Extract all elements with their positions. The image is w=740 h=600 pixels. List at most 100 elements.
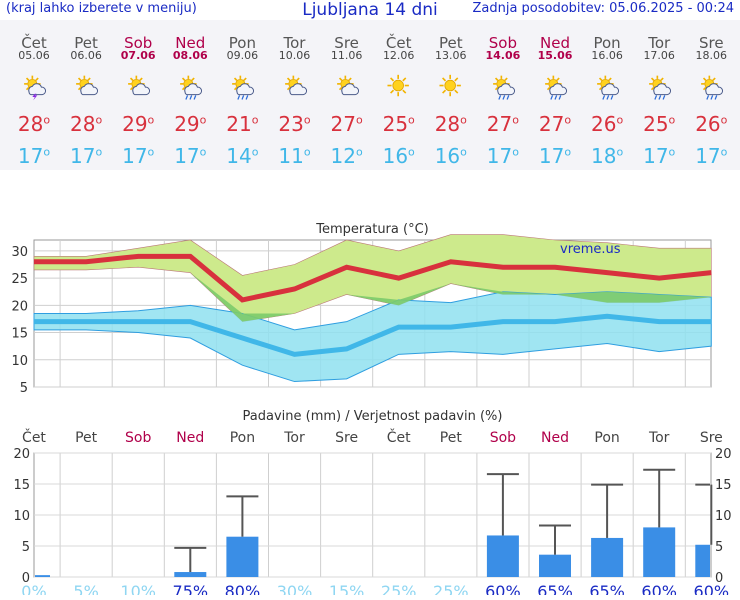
sun-cloud-icon [76,75,99,96]
precipitation-probability: 25% [381,582,417,595]
day-date: 12.06 [382,49,415,62]
max-temperature: 25o [643,112,676,136]
precipitation-probability: 65% [589,582,625,595]
day-name: Tor [648,34,671,52]
temperature-chart-title: Temperatura (°C) [315,222,428,237]
min-temperature: 17o [70,144,103,168]
y-tick-label-right: 5 [715,540,723,555]
day-name: Ned [175,34,206,52]
day-header: Sre [335,430,358,446]
sun-icon [387,74,409,97]
precipitation-probability: 5% [73,582,98,595]
sun-cloud-icon [128,75,151,96]
max-temperature: 28o [70,112,103,136]
day-column: Sre 11.06 27o 12o [321,20,373,170]
max-temperature: 27o [486,112,519,136]
day-column: Sob 07.06 29o 17o [112,20,164,170]
day-date: 18.06 [695,49,728,62]
max-temperature: 25o [382,112,415,136]
min-temperature: 17o [695,144,728,168]
day-column: Pet 06.06 28o 17o [60,20,112,170]
day-name: Sre [699,34,724,52]
max-temperature: 27o [538,112,572,136]
precipitation-probability: 30% [277,582,313,595]
day-column: Sre 18.06 26o 17o [685,20,737,170]
y-tick-label-left: 10 [13,509,30,524]
y-tick-label: 30 [11,245,28,260]
day-column: Ned 08.06 29o 17o [164,20,216,170]
day-column: Pet 13.06 28o 16o [425,20,477,170]
sun-cloud-rain-icon [701,75,724,100]
min-temperature: 17o [538,144,572,168]
y-tick-label: 5 [20,381,28,396]
precipitation-probability: 10% [120,582,156,595]
sun-cloud-rain-icon [649,75,672,100]
day-header: Ned [541,430,569,446]
sun-cloud-rain-icon [493,75,515,100]
day-header: Sre [700,430,723,446]
day-header: Ned [176,430,204,446]
sun-icon [439,74,461,97]
day-date: 06.06 [70,49,102,62]
min-temperature: 17o [122,144,155,168]
min-temperature: 11o [278,144,311,168]
day-header: Sob [490,430,516,446]
day-name: Sre [334,34,359,52]
y-tick-label-right: 0 [715,571,723,586]
precipitation-chart-title: Padavine (mm) / Verjetnost padavin (%) [243,409,503,424]
precipitation-probability: 60% [485,582,521,595]
header-bar: (kraj lahko izberete v meniju) Ljubljana… [0,0,740,20]
precipitation-probability: 15% [329,582,365,595]
sun-cloud-rain-icon [597,75,620,100]
watermark: vreme.us [560,242,621,257]
precipitation-bar [695,544,710,577]
day-name: Pon [228,34,256,52]
min-temperature: 18o [591,144,624,168]
y-tick-label-right: 20 [715,447,732,462]
min-temperature-line [34,313,712,357]
precipitation-bar [539,554,571,577]
sun-cloud-rain-icon [545,75,568,100]
day-name: Ned [540,34,570,52]
day-column: Pon 09.06 21o 14o [216,20,268,170]
y-tick-label: 10 [11,354,28,369]
day-header: Tor [283,430,305,446]
day-name: Pet [438,34,463,52]
day-date: 10.06 [278,49,311,62]
last-updated: Zadnja posodobitev: 05.06.2025 - 00:24 [472,1,734,16]
day-name: Tor [283,34,306,52]
day-name: Pon [593,34,621,52]
precipitation-bar [643,527,676,577]
y-tick-label-right: 15 [715,478,732,493]
max-temperature: 28o [17,112,51,136]
precipitation-bar [174,572,207,577]
day-header: Čet [22,428,46,446]
precipitation-probability: 25% [433,582,469,595]
sun-cloud-storm-icon [24,75,47,101]
day-header: Sob [125,430,151,446]
day-date: 05.06 [18,49,50,62]
day-date: 13.06 [435,49,467,62]
precipitation-bar [486,535,519,577]
day-header: Pon [594,430,619,446]
precipitation-bar [35,575,50,577]
max-temperature: 29o [174,112,207,136]
y-tick-label: 20 [11,299,28,314]
day-date: 16.06 [591,49,623,62]
precipitation-probability: 60% [694,582,730,595]
day-column: Tor 10.06 23o 11o [269,20,321,170]
y-tick-label-left: 0 [22,571,30,586]
day-column: Čet 05.06 28o 17o [8,20,60,170]
day-name: Čet [385,34,412,52]
min-temperature: 17o [174,144,207,168]
location-hint[interactable]: (kraj lahko izberete v meniju) [6,1,197,16]
day-header: Pet [440,430,463,446]
sun-cloud-icon [336,75,359,96]
max-temperature: 29o [122,112,155,136]
y-tick-label-left: 15 [13,478,30,493]
min-temperature: 14o [226,144,259,168]
day-header: Pon [230,430,255,446]
min-temperature: 17o [486,144,519,168]
y-tick-label: 25 [11,272,28,287]
max-temperature: 21o [226,112,259,136]
